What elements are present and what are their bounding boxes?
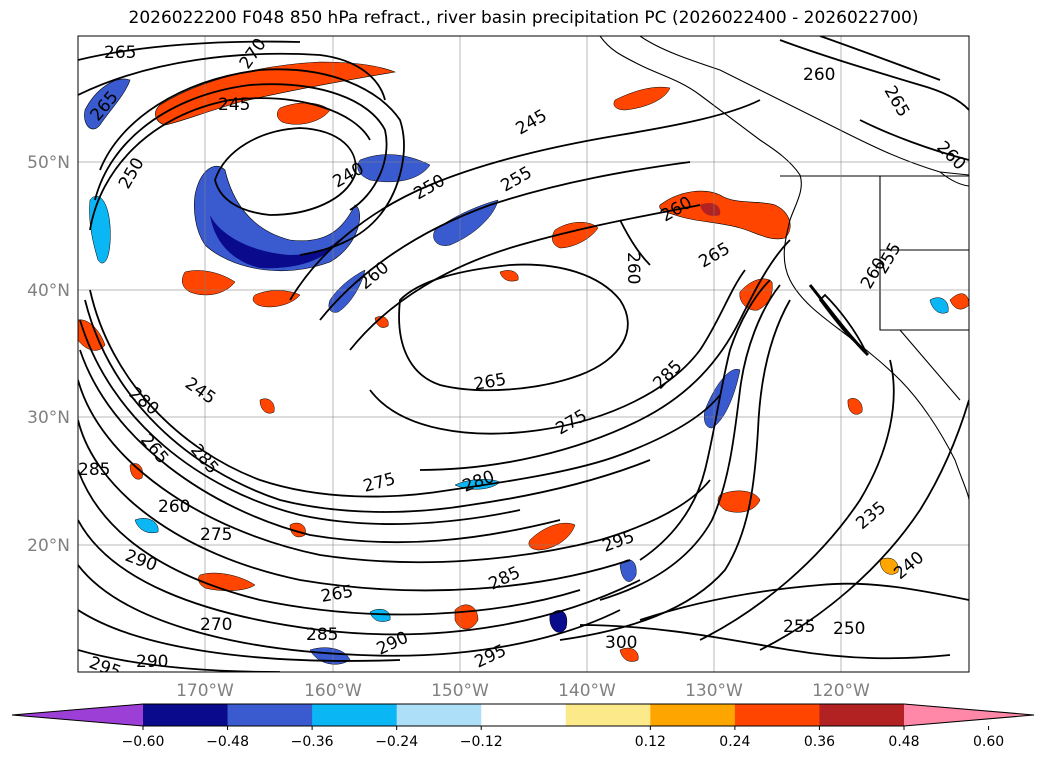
plot-area [78,36,969,672]
map-title: 2026022200 F048 850 hPa refract., river … [128,8,919,28]
contour-label: 285 [306,625,338,645]
lon-label-150w: 150°W [431,681,489,701]
pos-patch-m [454,604,479,630]
colorbar-tick-label: 0.24 [719,734,750,750]
colorbar-segment [819,704,905,726]
lat-label-20n: 20°N [27,536,70,556]
colorbar-segment [650,704,736,726]
colorbar-tick-label: 0.48 [888,734,919,750]
latitude-labels: 50°N 40°N 30°N 20°N [27,153,70,556]
pos-patch-o [879,557,899,575]
pos-patch-n [847,398,863,415]
pos-patch-u [259,398,275,414]
refractivity-contours [78,36,969,672]
colorbar-segment [734,704,820,726]
colorbar-extend-low [12,704,143,726]
lat-label-40n: 40°N [27,281,70,301]
graticule [78,36,969,672]
contour-label: 260 [158,497,190,517]
pos-patch-c [613,86,671,111]
colorbar-tick-label: 0.36 [804,734,835,750]
neg-patch-b [84,78,131,130]
contour-label: 285 [78,460,110,480]
coastlines [599,36,969,501]
colorbar-segment [396,704,482,726]
lon-label-140w: 140°W [558,681,616,701]
lat-label-30n: 30°N [27,408,70,428]
contour-label: 270 [200,615,232,635]
lon-label-160w: 160°W [304,681,362,701]
colorbar-tick-label: 0.60 [973,734,1004,750]
colorbar-segment [481,704,567,726]
colorbar-segment [312,704,398,726]
pos-patch-d [659,190,791,240]
pos-patch-s [499,270,519,282]
plot-border [77,35,970,673]
contour-label: 260 [803,65,835,85]
contour-label: 290 [136,652,168,672]
contour-label: 250 [833,619,865,639]
colorbar-segment [227,704,313,726]
colorbar-tick-label: −0.36 [291,734,334,750]
contour-label: 300 [605,633,637,653]
longitude-labels: 170°W 160°W 150°W 140°W 130°W 120°W [176,681,870,701]
colorbar: −0.60 −0.48 −0.36 −0.24 −0.12 0.12 0.24 0.36 0.4… [11,703,1035,750]
contour-label: 260 [623,252,643,284]
pos-patch-k [78,319,106,351]
pos-patch-g [528,522,576,551]
lon-label-170w: 170°W [176,681,234,701]
contour-label: 255 [783,617,815,637]
pos-patch-i [182,270,236,296]
neg-patch-a-core [210,215,340,269]
colorbar-tick-label: −0.60 [122,734,165,750]
neg-patch-e [433,199,499,246]
colorbar-tick-label: −0.24 [375,734,418,750]
colorbar-tick-label: −0.48 [206,734,249,750]
neg-patch-m [369,609,391,622]
lon-label-130w: 130°W [685,681,743,701]
lat-label-50n: 50°N [27,153,70,173]
contour-label: 265 [104,43,136,63]
colorbar-segment [143,704,229,726]
neg-patch-d [357,154,431,183]
colorbar-segment [565,704,651,726]
lon-label-120w: 120°W [812,681,870,701]
pos-patch-p [949,293,969,310]
colorbar-extend-high [904,704,1034,726]
contour-label: 275 [200,525,232,545]
neg-patch-l [134,518,159,534]
pos-patch-d-core [700,203,721,216]
neg-patch-i [549,610,568,633]
pos-patch-q [619,647,639,662]
contour-label: 245 [218,95,250,115]
neg-patch-n [929,297,949,314]
colorbar-tick-label: 0.12 [635,734,666,750]
colorbar-tick-label: −0.12 [460,734,503,750]
pos-patch-r [129,463,143,480]
